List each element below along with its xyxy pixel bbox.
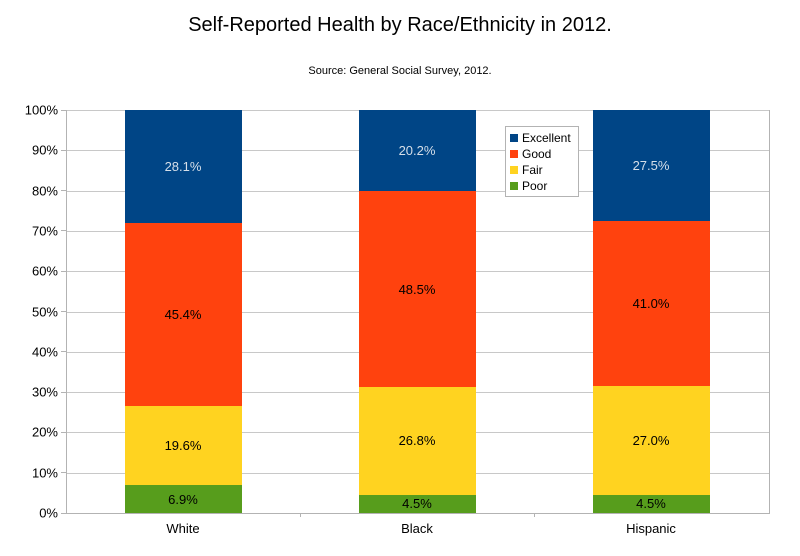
y-axis-tick-label: 20%	[31, 424, 58, 440]
x-axis-label-white: White	[166, 521, 200, 536]
value-label: 45.4%	[164, 307, 202, 323]
x-axis-labels: White Black Hispanic	[66, 521, 768, 537]
bar-segment-excellent: 28.1%	[124, 110, 242, 224]
bar-segment-fair: 19.6%	[124, 406, 242, 486]
legend-label: Excellent	[522, 130, 571, 145]
y-axis-tick-label: 50%	[31, 304, 58, 319]
y-axis-tick-label: 80%	[31, 183, 58, 199]
y-axis-tickmark	[61, 472, 66, 474]
y-axis-tickmarks	[61, 109, 66, 514]
value-label: 6.9%	[168, 491, 198, 507]
bar-hispanic: 27.5% 41.0% 27.0% 4.5%	[592, 110, 710, 513]
y-axis-tickmark	[61, 512, 66, 514]
x-axis-tickmarks	[66, 514, 768, 518]
y-axis-tickmark	[61, 149, 66, 151]
bar-white: 28.1% 45.4% 19.6% 6.9%	[124, 110, 242, 513]
bar-segment-good: 48.5%	[358, 191, 476, 387]
legend-label: Good	[522, 146, 552, 161]
y-axis-tickmark	[61, 391, 66, 393]
y-axis-tickmark	[61, 109, 66, 111]
y-axis-tick-label: 30%	[31, 384, 58, 400]
bar-segment-poor: 4.5%	[358, 494, 476, 513]
value-label: 27.0%	[632, 432, 670, 448]
bar-segment-excellent: 27.5%	[592, 110, 710, 221]
legend-swatch-poor	[510, 181, 518, 190]
y-axis-tick-label: 0%	[39, 505, 58, 521]
bar-segment-fair: 26.8%	[358, 386, 476, 495]
chart-subtitle: Source: General Social Survey, 2012.	[308, 65, 492, 77]
value-label: 26.8%	[398, 433, 436, 449]
value-label: 48.5%	[398, 281, 436, 297]
value-label: 4.5%	[402, 496, 432, 512]
x-axis-label-hispanic: Hispanic	[626, 521, 676, 536]
bar-segment-fair: 27.0%	[592, 386, 710, 495]
value-label: 41.0%	[632, 295, 670, 311]
legend-item: Fair	[510, 162, 571, 177]
y-axis-tickmark	[61, 190, 66, 192]
bar-black: 20.2% 48.5% 26.8% 4.5%	[358, 110, 476, 513]
bar-segment-poor: 4.5%	[592, 494, 710, 513]
legend-item: Poor	[510, 178, 571, 193]
bar-segment-poor: 6.9%	[124, 485, 242, 513]
bars-layer: 28.1% 45.4% 19.6% 6.9% 20.2% 48.5% 26.8% 4.5% 27…	[66, 110, 768, 513]
y-axis-tick-label: 60%	[31, 263, 58, 279]
value-label: 28.1%	[164, 159, 202, 175]
y-axis-tick-label: 10%	[31, 465, 58, 481]
y-axis-tick-label: 100%	[24, 102, 58, 118]
bar-segment-good: 41.0%	[592, 220, 710, 387]
value-label: 19.6%	[164, 438, 202, 454]
legend-item: Good	[510, 146, 571, 161]
legend-label: Fair	[522, 162, 543, 177]
value-label: 20.2%	[398, 143, 436, 159]
y-axis-tickmark	[61, 431, 66, 433]
chart-title: Self-Reported Health by Race/Ethnicity i…	[188, 14, 612, 36]
y-axis-tickmark	[61, 270, 66, 272]
y-axis-tickmark	[61, 351, 66, 353]
value-label: 27.5%	[632, 157, 670, 173]
y-axis-tick-label: 70%	[31, 223, 58, 239]
legend-item: Excellent	[510, 130, 571, 145]
y-axis-tickmark	[61, 230, 66, 232]
legend-swatch-excellent	[510, 133, 518, 142]
legend-swatch-good	[510, 149, 518, 158]
x-axis-tickmark	[534, 514, 535, 517]
y-axis-labels: 0% 10% 20% 30% 40% 50% 60% 70% 80% 90% 100%	[0, 103, 58, 521]
y-axis-tickmark	[61, 311, 66, 312]
x-axis-tickmark	[300, 514, 301, 517]
y-axis-tick-label: 40%	[31, 344, 58, 360]
legend-swatch-fair	[510, 165, 518, 174]
value-label: 4.5%	[636, 496, 666, 512]
x-axis-label-black: Black	[401, 521, 433, 536]
bar-segment-excellent: 20.2%	[358, 110, 476, 192]
legend-label: Poor	[522, 178, 548, 193]
legend: Excellent Good Fair Poor	[505, 126, 579, 197]
y-axis-tick-label: 90%	[31, 142, 58, 158]
bar-segment-good: 45.4%	[124, 223, 242, 407]
